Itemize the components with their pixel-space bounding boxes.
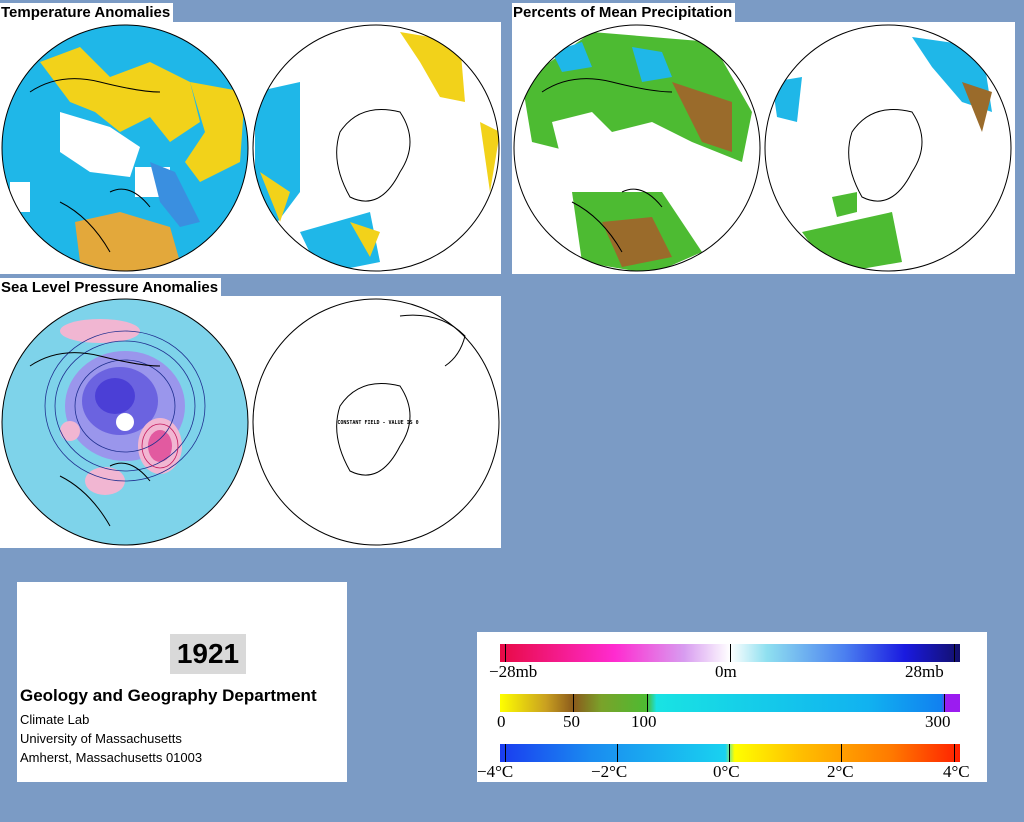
precip-label-3: 300 bbox=[925, 712, 951, 731]
temperature-southern-hemisphere-map bbox=[252, 24, 500, 272]
university-label: University of Massachusetts bbox=[20, 731, 182, 746]
year-label: 1921 bbox=[170, 634, 246, 674]
pressure-min-label: −28mb bbox=[489, 662, 538, 681]
temperature-anomalies-title: Temperature Anomalies bbox=[0, 3, 174, 22]
constant-field-annotation: CONSTANT FIELD - VALUE IS 0 bbox=[337, 420, 418, 426]
precipitation-northern-hemisphere-map bbox=[513, 24, 761, 272]
precipitation-panel bbox=[512, 22, 1015, 274]
pressure-anomalies-title: Sea Level Pressure Anomalies bbox=[0, 278, 222, 297]
city-label: Amherst, Massachusetts 01003 bbox=[20, 750, 203, 765]
pressure-color-bar bbox=[500, 644, 960, 662]
temperature-northern-hemisphere-map bbox=[1, 24, 249, 272]
pressure-anomalies-panel: CONSTANT FIELD - VALUE IS 0 bbox=[0, 296, 501, 548]
precipitation-southern-hemisphere-map bbox=[764, 24, 1012, 272]
temperature-anomalies-panel bbox=[0, 22, 501, 274]
precipitation-title: Percents of Mean Precipitation bbox=[512, 3, 736, 22]
temp-label-3: 2°C bbox=[827, 762, 854, 781]
precipitation-color-bar bbox=[500, 694, 960, 712]
precip-label-2: 100 bbox=[631, 712, 657, 731]
temp-label-0: −4°C bbox=[477, 762, 514, 781]
department-label: Geology and Geography Department bbox=[20, 686, 317, 705]
precip-label-0: 0 bbox=[497, 712, 506, 731]
pressure-northern-hemisphere-map bbox=[1, 298, 249, 546]
lab-label: Climate Lab bbox=[20, 712, 90, 727]
temp-label-2: 0°C bbox=[713, 762, 740, 781]
pressure-mid-label: 0m bbox=[715, 662, 737, 681]
temperature-color-bar bbox=[500, 744, 960, 762]
temp-label-4: 4°C bbox=[943, 762, 970, 781]
temp-label-1: −2°C bbox=[591, 762, 628, 781]
info-box: 1921 Geology and Geography Department Cl… bbox=[17, 582, 347, 782]
color-legend: −28mb 0m 28mb 0 50 100 300 −4°C −2°C 0°C… bbox=[477, 632, 987, 782]
precip-label-1: 50 bbox=[563, 712, 580, 731]
pressure-max-label: 28mb bbox=[905, 662, 944, 681]
pressure-southern-hemisphere-map: CONSTANT FIELD - VALUE IS 0 bbox=[252, 298, 500, 546]
